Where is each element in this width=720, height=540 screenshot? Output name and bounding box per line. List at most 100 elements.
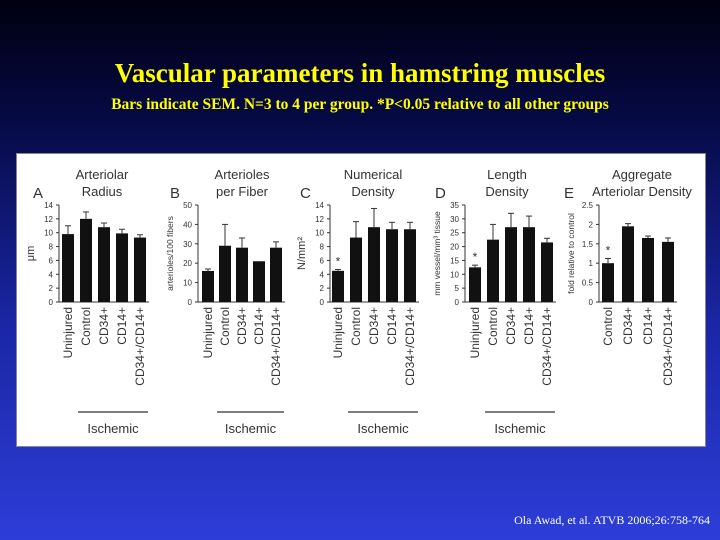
group-label: Ischemic [87, 421, 139, 436]
y-tick-label: 30 [183, 240, 192, 249]
bar [332, 270, 344, 302]
y-tick-label: 20 [183, 259, 192, 268]
y-tick-label: 4 [320, 270, 325, 279]
y-tick-label: 50 [183, 201, 192, 210]
y-tick-label: 8 [49, 243, 54, 252]
group-label: Ischemic [494, 421, 546, 436]
category-label: Uninjured [331, 307, 345, 358]
y-axis-label: μm [25, 246, 37, 262]
panel-letter: C [300, 185, 311, 202]
chart-title: Density [485, 184, 529, 199]
figure-panel: A Arteriolar Radius μm 0 2 4 6 8 10 12 14 Uninjured C… [16, 153, 706, 447]
y-tick-label: 12 [44, 215, 53, 224]
bar [662, 241, 674, 302]
bar [541, 242, 553, 302]
y-tick-label: 5 [455, 284, 460, 293]
bar [80, 218, 92, 302]
chart-title: Radius [82, 184, 123, 199]
bar [253, 261, 265, 302]
bar [404, 229, 416, 302]
chart-title: Length [487, 167, 527, 182]
chart-title: Density [351, 184, 395, 199]
chart-title: Arterioles [215, 167, 270, 182]
significance-marker: * [336, 254, 341, 268]
category-label: Control [601, 307, 615, 346]
bar [202, 270, 214, 302]
bar [270, 247, 282, 302]
category-label: CD14+ [385, 307, 399, 345]
chart-title: per Fiber [216, 184, 269, 199]
chart-title: Numerical [344, 167, 403, 182]
category-label: CD34+ [235, 307, 249, 345]
panel-letter: D [435, 185, 446, 202]
y-tick-label: 2 [49, 284, 54, 293]
y-tick-label: 35 [450, 201, 459, 210]
chart-title: Arteriolar [76, 167, 129, 182]
bar [487, 239, 499, 302]
y-tick-label: 0 [49, 298, 54, 307]
category-label: Control [349, 307, 363, 346]
citation: Ola Awad, et al. ATVB 2006;26:758-764 [514, 513, 710, 527]
y-axis-label: N/mm² [296, 237, 308, 270]
slide-subtitle: Bars indicate SEM. N=3 to 4 per group. *… [111, 96, 609, 113]
y-tick-label: 10 [183, 279, 192, 288]
category-label: CD34+/CD14+ [269, 307, 283, 386]
y-tick-label: 4 [49, 270, 54, 279]
y-tick-label: 1.5 [582, 240, 594, 249]
bar [98, 227, 110, 302]
y-tick-label: 0 [188, 298, 193, 307]
bar [523, 227, 535, 302]
bar [505, 227, 517, 302]
bar [386, 229, 398, 302]
y-tick-label: 2.5 [582, 201, 594, 210]
category-label: Uninjured [468, 307, 482, 358]
bar [602, 263, 614, 302]
y-tick-label: 30 [450, 215, 459, 224]
chart-title: Arteriolar Density [592, 184, 692, 199]
category-label: CD14+ [522, 307, 536, 345]
category-label: CD34+ [504, 307, 518, 345]
bar [236, 247, 248, 302]
y-axis-label: mm vessel/mm³ tissue [432, 211, 442, 296]
y-tick-label: 1 [589, 259, 594, 268]
category-label: CD34+/CD14+ [133, 307, 147, 386]
category-label: CD14+ [115, 307, 129, 345]
category-label: CD14+ [641, 307, 655, 345]
y-tick-label: 10 [450, 270, 459, 279]
category-label: Control [486, 307, 500, 346]
y-tick-label: 6 [320, 256, 325, 265]
category-label: CD14+ [252, 307, 266, 345]
y-tick-label: 2 [589, 220, 594, 229]
chart-title: Aggregate [612, 167, 672, 182]
group-label: Ischemic [225, 421, 277, 436]
y-tick-label: 10 [44, 229, 53, 238]
category-label: CD34+/CD14+ [661, 307, 675, 386]
y-tick-label: 2 [320, 284, 325, 293]
y-tick-label: 10 [315, 229, 324, 238]
category-label: Control [79, 307, 93, 346]
panel-letter: A [33, 185, 43, 202]
y-tick-label: 0 [589, 298, 594, 307]
bar [622, 226, 634, 302]
y-tick-label: 6 [49, 256, 54, 265]
y-tick-label: 20 [450, 243, 459, 252]
y-tick-label: 8 [320, 243, 325, 252]
group-label: Ischemic [357, 421, 409, 436]
panel-letter: E [564, 185, 574, 202]
significance-marker: * [473, 250, 478, 264]
bar [642, 237, 654, 302]
y-tick-label: 0 [455, 298, 460, 307]
y-tick-label: 0 [320, 298, 325, 307]
category-label: Uninjured [61, 307, 75, 358]
bar [368, 227, 380, 302]
y-tick-label: 15 [450, 256, 459, 265]
category-label: CD34+ [367, 307, 381, 345]
category-label: CD34+/CD14+ [540, 307, 554, 386]
y-tick-label: 25 [450, 229, 459, 238]
bar [469, 267, 481, 302]
y-axis-label: fold relative to control [566, 213, 576, 294]
category-label: CD34+ [621, 307, 635, 345]
category-label: Uninjured [201, 307, 215, 358]
category-label: CD34+/CD14+ [403, 307, 417, 386]
